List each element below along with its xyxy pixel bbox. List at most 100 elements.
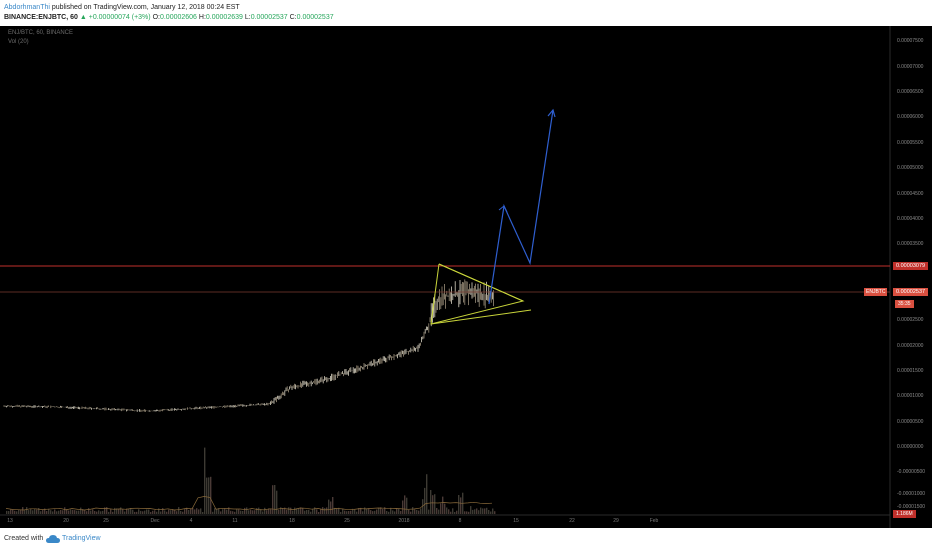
volume-bar	[362, 511, 364, 514]
volume-bar	[482, 508, 484, 514]
x-tick: 2018	[398, 518, 410, 524]
chart-pane[interactable]: ENJ/BTC, 60, BINANCE Vol (20) 0.00007500…	[0, 26, 932, 528]
x-tick: 22	[569, 518, 575, 524]
volume-bar	[40, 511, 42, 514]
volume-ma-line	[5, 496, 493, 511]
triangle-lower-trendline[interactable]	[430, 309, 532, 325]
volume-bar	[408, 509, 410, 514]
volume-bars	[5, 447, 496, 514]
volume-bar	[24, 510, 26, 514]
volume-bar	[464, 511, 466, 514]
volume-bar	[378, 507, 380, 514]
x-tick: Feb	[649, 518, 659, 524]
volume-bar	[324, 508, 326, 514]
y-tick: 0.00004000	[897, 216, 924, 222]
volume-bar	[248, 510, 250, 514]
volume-bar	[436, 508, 438, 514]
volume-bar	[230, 510, 232, 514]
volume-bar	[80, 507, 82, 514]
volume-bar	[114, 507, 116, 514]
volume-bar	[232, 511, 234, 514]
tradingview-cloud-icon[interactable]	[46, 533, 60, 545]
volume-bar	[288, 507, 290, 514]
volume-bar	[174, 509, 176, 514]
x-tick: 13	[7, 518, 13, 524]
volume-bar	[314, 507, 316, 514]
volume-bar	[62, 510, 64, 514]
volume-bar	[296, 508, 298, 514]
volume-bar	[176, 511, 178, 514]
volume-bar	[302, 507, 304, 514]
volume-bar	[112, 511, 114, 514]
volume-bar	[136, 511, 138, 514]
volume-bar	[246, 507, 248, 514]
volume-bar	[382, 509, 384, 514]
volume-bar	[194, 509, 196, 514]
volume-bar	[162, 508, 164, 514]
volume-bar	[350, 510, 352, 514]
x-tick: 15	[513, 518, 519, 524]
volume-bar	[228, 507, 230, 514]
volume-bar	[476, 508, 478, 514]
volume-bar	[170, 510, 172, 514]
volume-bar	[22, 507, 24, 514]
volume-bar	[352, 508, 354, 514]
y-tick: 0.00002500	[897, 317, 924, 323]
tradingview-brand-link[interactable]: TradingView	[62, 535, 101, 542]
volume-bar	[204, 447, 206, 514]
volume-bar	[94, 511, 96, 514]
volume-bar	[454, 512, 456, 514]
x-tick: 29	[613, 518, 619, 524]
volume-bar	[60, 510, 62, 514]
volume-bar	[210, 476, 212, 514]
volume-bar	[270, 509, 272, 514]
volume-bar	[226, 509, 228, 514]
volume-bar	[214, 508, 216, 514]
volume-bar	[438, 509, 440, 514]
volume-bar	[470, 506, 472, 514]
volume-bar	[380, 507, 382, 514]
x-tick: 11	[232, 518, 238, 524]
volume-bar	[254, 510, 256, 514]
volume-bar	[328, 499, 330, 514]
volume-bar	[154, 510, 156, 514]
volume-bar	[98, 510, 100, 514]
volume-bar	[420, 508, 422, 514]
volume-bar	[334, 507, 336, 514]
volume-bar	[30, 508, 32, 514]
volume-bar	[108, 511, 110, 514]
chart-canvas[interactable]	[0, 26, 932, 528]
volume-bar	[474, 509, 476, 514]
volume-bar	[344, 510, 346, 514]
volume-bar	[386, 511, 388, 514]
volume-bar	[332, 497, 334, 514]
volume-bar	[26, 507, 28, 514]
triangle-upper-trendline[interactable]	[438, 263, 524, 302]
volume-bar	[274, 485, 276, 514]
y-tick: 0.00005000	[897, 165, 924, 171]
volume-bar	[70, 509, 72, 514]
volume-bar	[72, 509, 74, 514]
volume-bar	[122, 509, 124, 514]
volume-bar	[348, 511, 350, 514]
volume-bar	[184, 509, 186, 514]
price-change: ▲ +0.00000074 (+3%)	[79, 14, 151, 21]
volume-bar	[492, 508, 494, 514]
author-link[interactable]: AbdorhmanThi	[4, 4, 50, 11]
open-label: O:	[152, 14, 160, 21]
volume-bar	[240, 510, 242, 514]
volume-bar	[206, 477, 208, 514]
arrow-head-icon	[547, 108, 556, 118]
volume-bar	[490, 511, 492, 514]
volume-bar	[318, 512, 320, 514]
y-tick: 0.00001500	[897, 368, 924, 374]
volume-bar	[164, 510, 166, 514]
projection-path[interactable]	[488, 109, 554, 305]
volume-bar	[316, 509, 318, 514]
volume-bar	[368, 508, 370, 514]
open-value: 0.00002606	[159, 14, 197, 21]
x-tick: 25	[344, 518, 350, 524]
volume-bar	[20, 510, 22, 514]
y-tick: 0.00000500	[897, 419, 924, 425]
volume-bar	[388, 511, 390, 514]
